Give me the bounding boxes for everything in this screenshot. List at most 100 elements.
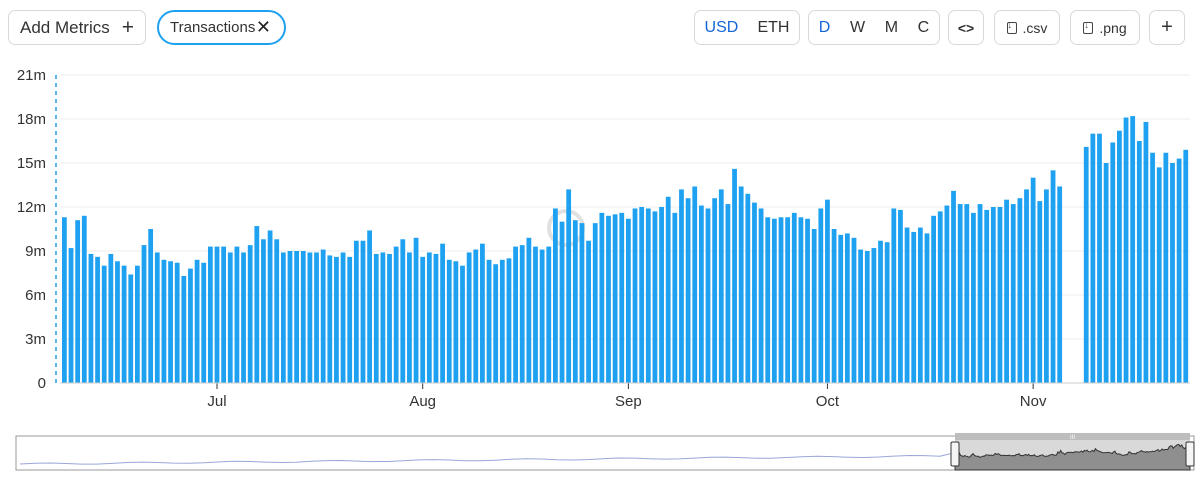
download-csv-button[interactable]: .csv bbox=[994, 10, 1060, 45]
bar bbox=[320, 249, 326, 383]
y-tick-label: 3m bbox=[25, 331, 46, 348]
more-button[interactable]: + bbox=[1149, 10, 1185, 45]
download-file-icon bbox=[1083, 20, 1094, 34]
bar bbox=[997, 207, 1003, 383]
bar bbox=[858, 249, 864, 383]
close-icon[interactable]: ✕ bbox=[255, 17, 271, 37]
csv-label: .csv bbox=[1022, 19, 1048, 36]
transactions-bar-chart: 0 3m 6m 9m 12m 15m 18m 21m Jul Aug Sep Oct Nov bbox=[17, 67, 1190, 410]
bar bbox=[931, 215, 937, 383]
bar bbox=[1083, 146, 1089, 383]
bar bbox=[280, 252, 286, 383]
bar bbox=[1136, 141, 1142, 383]
bar bbox=[864, 251, 870, 383]
bar bbox=[971, 212, 976, 383]
bar bbox=[825, 199, 830, 383]
bar bbox=[181, 275, 187, 383]
bar bbox=[818, 208, 824, 383]
x-tick-label: Sep bbox=[615, 393, 642, 410]
bar bbox=[433, 253, 439, 383]
x-tick-label: Aug bbox=[409, 393, 436, 410]
bar bbox=[606, 215, 611, 383]
bar bbox=[665, 196, 671, 383]
bar bbox=[128, 274, 134, 383]
bar bbox=[718, 189, 724, 383]
metric-chip-label: Transactions bbox=[170, 19, 256, 36]
bar bbox=[1004, 199, 1009, 383]
bar bbox=[1176, 158, 1182, 383]
bar bbox=[871, 248, 877, 383]
bar bbox=[380, 252, 386, 383]
bar bbox=[1156, 167, 1162, 383]
bar bbox=[732, 168, 737, 383]
bar bbox=[771, 218, 777, 383]
bar bbox=[811, 229, 817, 383]
bar bbox=[367, 230, 373, 383]
bar bbox=[559, 221, 565, 383]
bar bbox=[1017, 198, 1023, 383]
bar bbox=[201, 262, 207, 383]
bar bbox=[725, 204, 731, 383]
x-tick-label: Oct bbox=[816, 393, 840, 410]
bar bbox=[1050, 170, 1056, 383]
bar bbox=[353, 240, 359, 383]
bar bbox=[964, 204, 970, 383]
y-tick-label: 6m bbox=[25, 287, 46, 304]
bar bbox=[659, 207, 664, 383]
range-navigator[interactable]: III bbox=[0, 430, 1200, 475]
bar bbox=[1010, 204, 1016, 383]
period-monthly-button[interactable]: M bbox=[884, 18, 899, 36]
navigator-scrollbar[interactable] bbox=[955, 433, 1190, 440]
bar bbox=[241, 252, 246, 383]
bar bbox=[62, 217, 67, 383]
period-cumulative-button[interactable]: C bbox=[917, 18, 930, 36]
bar bbox=[944, 205, 950, 383]
bar bbox=[791, 212, 797, 383]
bar bbox=[400, 239, 406, 383]
plus-icon: + bbox=[1161, 16, 1173, 38]
bar bbox=[1037, 201, 1043, 383]
bar bbox=[526, 237, 532, 383]
bar bbox=[878, 240, 883, 383]
bar bbox=[533, 246, 538, 383]
period-daily-button[interactable]: D bbox=[818, 18, 831, 36]
bar bbox=[924, 233, 930, 383]
currency-usd-button[interactable]: USD bbox=[704, 18, 739, 36]
bar bbox=[460, 265, 465, 383]
embed-button[interactable]: <> bbox=[948, 10, 984, 45]
bar bbox=[134, 265, 140, 383]
bar bbox=[805, 218, 810, 383]
navigator-right-handle[interactable] bbox=[1185, 441, 1195, 467]
chart-bars bbox=[62, 116, 1189, 384]
bar bbox=[254, 226, 260, 383]
add-metrics-button[interactable]: Add Metrics + bbox=[8, 10, 146, 45]
bar bbox=[154, 252, 160, 383]
bar bbox=[486, 259, 492, 383]
navigator-left-handle[interactable] bbox=[950, 441, 960, 467]
period-weekly-button[interactable]: W bbox=[849, 18, 866, 36]
bar bbox=[672, 212, 678, 383]
x-tick-label: Nov bbox=[1020, 393, 1047, 410]
bar bbox=[75, 220, 81, 383]
bar bbox=[785, 217, 791, 383]
bar bbox=[234, 246, 240, 383]
bar bbox=[300, 251, 306, 383]
bar bbox=[1163, 152, 1169, 383]
bar bbox=[141, 245, 147, 383]
bar bbox=[274, 239, 280, 383]
bar bbox=[466, 252, 472, 383]
bar bbox=[572, 220, 578, 383]
bar bbox=[174, 262, 180, 383]
plus-icon: + bbox=[121, 16, 134, 39]
bar bbox=[579, 223, 585, 383]
navigator-selected-area bbox=[954, 443, 1191, 471]
bar bbox=[898, 209, 903, 383]
bar bbox=[1130, 116, 1136, 384]
bar bbox=[705, 208, 711, 383]
currency-eth-button[interactable]: ETH bbox=[757, 18, 790, 36]
bar bbox=[851, 237, 857, 383]
metric-chip-transactions[interactable]: Transactions ✕ bbox=[157, 10, 286, 45]
download-png-button[interactable]: .png bbox=[1070, 10, 1140, 45]
bar bbox=[480, 243, 485, 383]
bar bbox=[990, 207, 996, 383]
